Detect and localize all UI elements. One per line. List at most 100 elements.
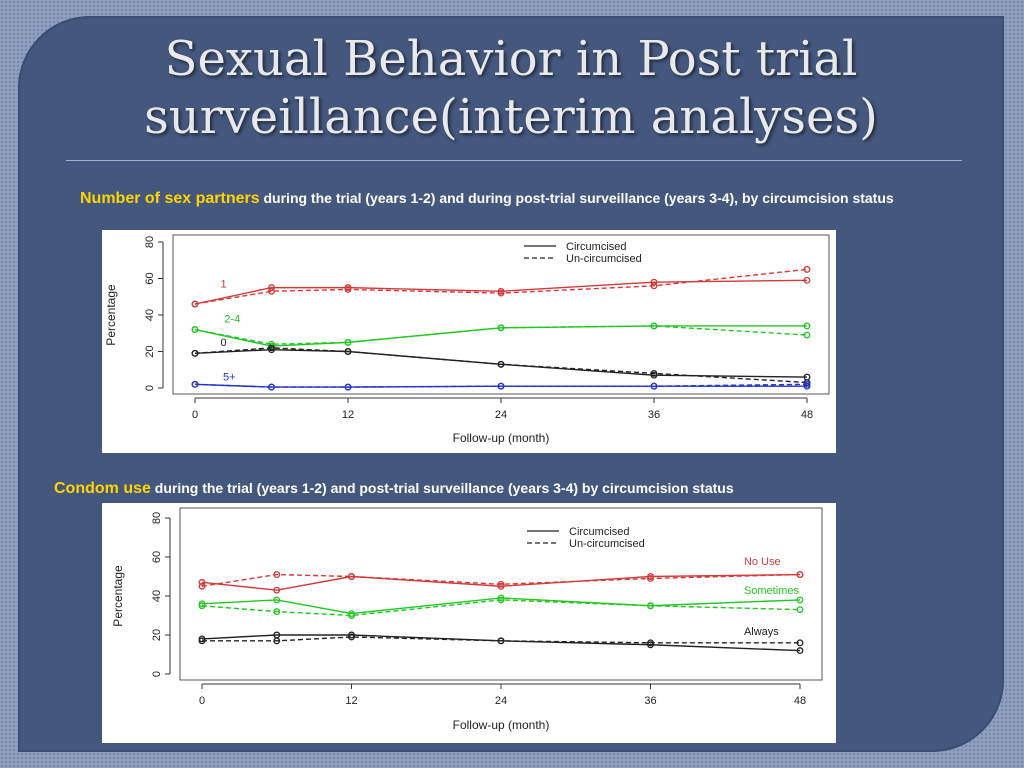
series-line	[201, 573, 801, 587]
series-1-Circumcised	[191, 276, 811, 308]
title-line-2: surveillance(interim analyses)	[144, 89, 878, 145]
series-line	[194, 325, 807, 347]
data-point	[647, 574, 654, 582]
x-tick-label: 24	[495, 409, 507, 421]
data-point	[273, 596, 281, 604]
chart-2-caption-text: during the trial (years 1-2) and post-tr…	[150, 480, 734, 496]
data-point	[198, 578, 206, 586]
data-point	[650, 282, 658, 290]
x-axis-label: Follow-up (month)	[453, 718, 550, 732]
data-point	[497, 289, 505, 297]
y-tick-label: 80	[144, 236, 156, 248]
data-point	[796, 647, 804, 655]
data-point	[650, 382, 658, 390]
plot-box	[172, 234, 830, 395]
series-Sometimes-Un-circumcised	[198, 596, 804, 619]
data-point	[803, 276, 811, 284]
data-point	[348, 633, 355, 641]
series-1-Un-circumcised	[191, 265, 811, 308]
data-point	[497, 360, 505, 368]
series-line	[201, 634, 801, 652]
data-point	[803, 265, 811, 273]
y-tick-label: 80	[151, 512, 163, 524]
y-tick-label: 0	[144, 385, 156, 391]
data-point	[268, 383, 275, 391]
title-divider	[66, 160, 962, 161]
series-5+-Un-circumcised	[191, 380, 811, 391]
annotation-label: Always	[744, 626, 779, 638]
annotation-label: 0	[221, 337, 227, 349]
series-line	[194, 325, 808, 345]
chart-1-caption-highlight: Number of sex partners	[80, 190, 260, 207]
data-point	[268, 344, 275, 352]
data-point	[191, 380, 199, 388]
data-point	[497, 382, 505, 390]
annotation-label: 5+	[223, 372, 236, 384]
y-tick-label: 60	[151, 551, 163, 563]
data-point	[344, 286, 352, 293]
data-point	[191, 349, 199, 357]
series-0-Circumcised	[191, 346, 811, 381]
y-tick-label: 20	[144, 345, 156, 357]
chart-1-caption: Number of sex partners during the trial …	[80, 188, 920, 209]
condom-use-chart-svg: 0 12 24 36 48 0 20 40 60 80 Follow-up (month) Perce…	[111, 507, 823, 732]
data-point	[803, 380, 811, 388]
slide-title: Sexual Behavior in Post trial surveillan…	[58, 30, 964, 146]
x-axis-label: Follow-up (month)	[453, 431, 550, 445]
series-2-4-Circumcised	[191, 322, 811, 350]
data-point	[803, 322, 811, 330]
x-tick-label: 36	[644, 695, 656, 707]
data-point	[344, 383, 352, 391]
series-line	[194, 347, 808, 384]
data-point	[796, 571, 804, 578]
series-line	[201, 599, 801, 617]
data-point	[497, 637, 505, 645]
data-point	[803, 331, 811, 339]
y-tick-label: 0	[151, 671, 163, 677]
chart-1-caption-text: during the trial (years 1-2) and during …	[259, 190, 894, 206]
plot-box	[179, 507, 823, 681]
x-tick-label: 48	[794, 695, 806, 707]
series-Always-Un-circumcised	[198, 633, 804, 647]
data-point	[273, 608, 281, 616]
data-point	[796, 596, 804, 604]
legend-label: Un-circumcised	[569, 538, 645, 550]
condom-use-chart: 0 12 24 36 48 0 20 40 60 80 Follow-up (month) Perce…	[102, 503, 836, 743]
data-point	[273, 571, 281, 578]
x-tick-label: 0	[192, 409, 198, 421]
series-line	[194, 279, 808, 305]
data-point	[497, 324, 505, 332]
data-point	[650, 278, 658, 286]
data-point	[198, 637, 206, 645]
data-point	[497, 580, 505, 588]
series-0-Un-circumcised	[191, 344, 811, 386]
legend-label: Circumcised	[569, 526, 630, 538]
series-line	[194, 268, 808, 305]
y-axis-label: Percentage	[104, 284, 118, 346]
y-tick-label: 60	[144, 272, 156, 284]
series-Always-Circumcised	[198, 631, 804, 655]
series-No Use-Un-circumcised	[198, 571, 804, 590]
series-line	[194, 348, 808, 378]
title-line-1: Sexual Behavior in Post trial	[164, 31, 858, 87]
data-point	[497, 596, 505, 604]
data-point	[191, 326, 199, 334]
data-point	[796, 606, 804, 614]
data-point	[198, 582, 206, 590]
data-point	[650, 369, 658, 377]
y-tick-label: 20	[151, 629, 163, 641]
x-tick-label: 36	[648, 409, 660, 421]
series-line	[201, 597, 801, 615]
annotation-label: 1	[221, 279, 227, 291]
data-point	[647, 639, 654, 647]
x-tick-label: 12	[342, 409, 354, 421]
data-point	[268, 284, 275, 292]
data-point	[273, 586, 281, 594]
y-tick-label: 40	[144, 309, 156, 321]
data-point	[344, 338, 352, 346]
data-point	[348, 612, 355, 619]
series-line	[201, 573, 801, 591]
series-2-4-Un-circumcised	[191, 322, 811, 348]
series-line	[202, 636, 800, 644]
x-tick-label: 48	[801, 409, 813, 421]
